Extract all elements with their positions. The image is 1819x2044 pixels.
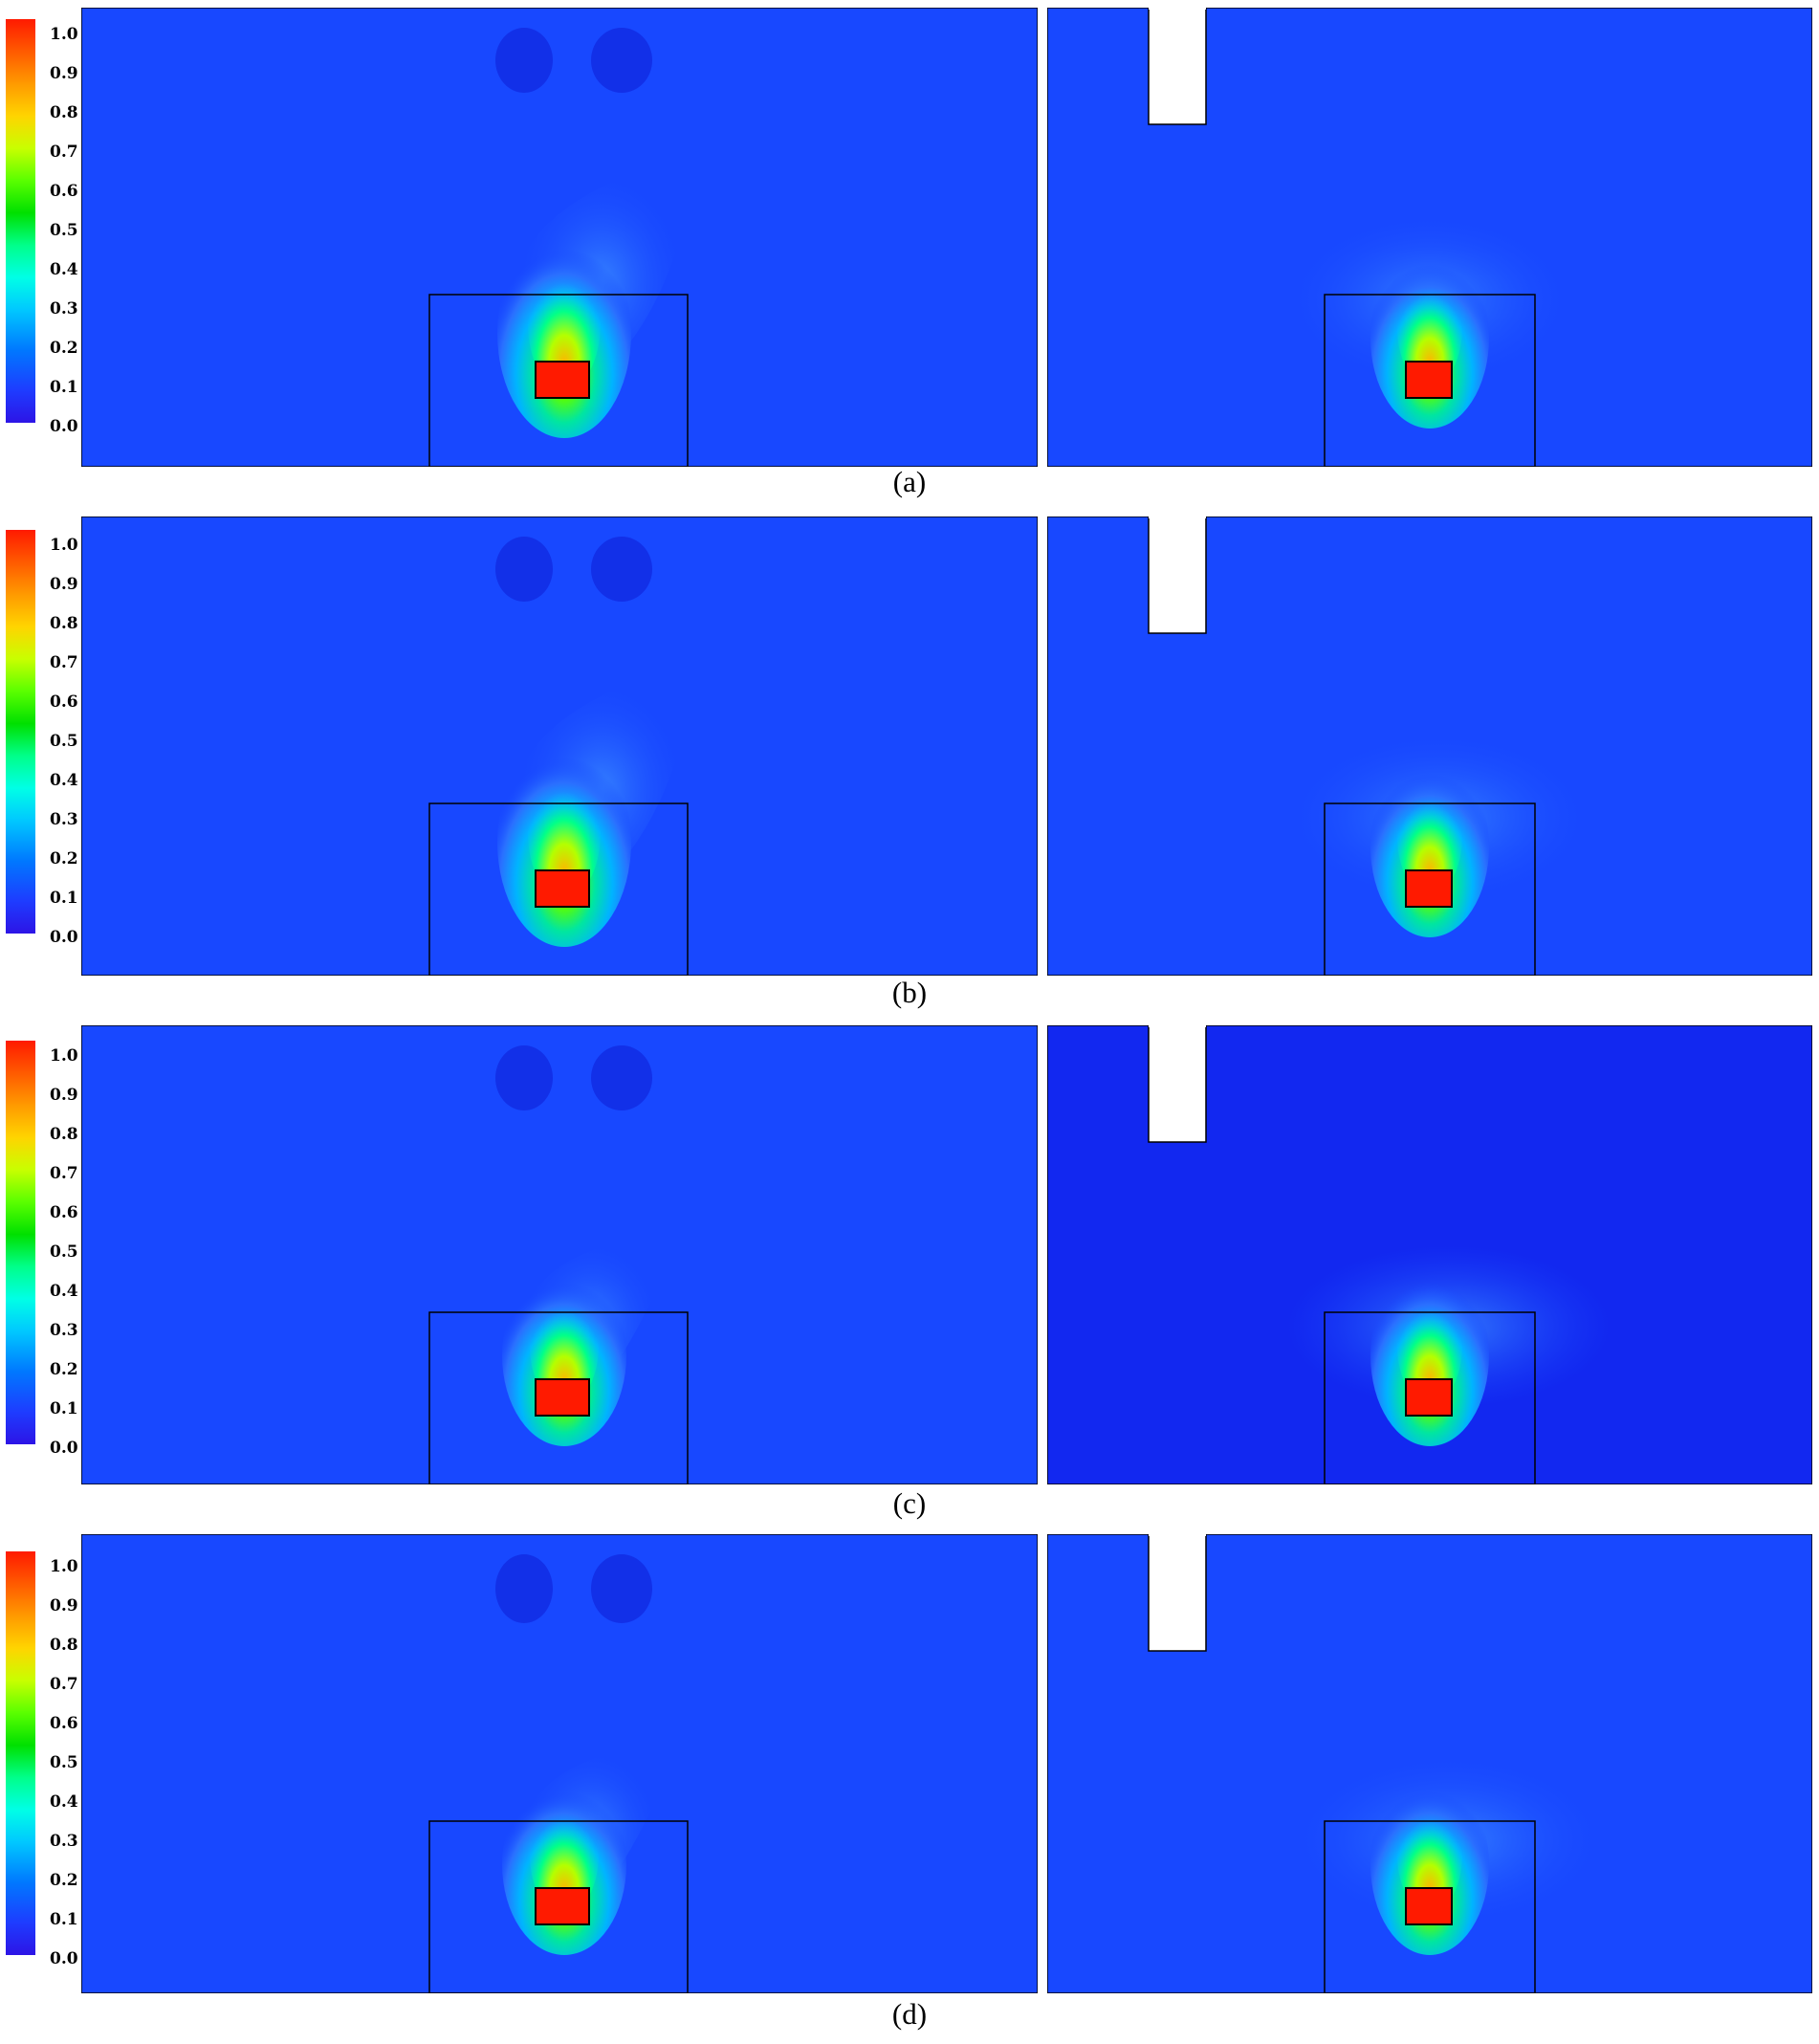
colorbar-tick: 0.4 [50, 1282, 78, 1301]
contour-panel-left [81, 8, 1038, 467]
colorbar-tick: 0.5 [50, 732, 78, 751]
enclosure-outline [1324, 294, 1536, 467]
colorbar-tick: 0.8 [50, 103, 78, 122]
panel-label: (b) [891, 976, 928, 1009]
figure-row-c: 1.0 0.9 0.8 0.7 0.6 0.5 0.4 0.3 0.2 0.1 … [0, 1022, 1819, 1532]
low-region-blob [495, 28, 553, 93]
colorbar: 1.0 0.9 0.8 0.7 0.6 0.5 0.4 0.3 0.2 0.1 … [6, 1551, 82, 1968]
colorbar-tick: 1.0 [50, 25, 78, 44]
colorbar-tick: 0.8 [50, 1636, 78, 1655]
colorbar-tick: 0.9 [50, 64, 78, 83]
low-region-blob [591, 28, 652, 93]
inlet-notch [1148, 8, 1207, 125]
colorbar: 1.0 0.9 0.8 0.7 0.6 0.5 0.4 0.3 0.2 0.1 … [6, 19, 82, 436]
colorbar-tick: 0.4 [50, 771, 78, 790]
colorbar-tick: 0.5 [50, 221, 78, 240]
colorbar-tick: 0.9 [50, 1086, 78, 1105]
colorbar-tick: 0.1 [50, 889, 78, 908]
colorbar-tick: 0.0 [50, 1949, 78, 1968]
colorbar-tick: 0.6 [50, 692, 78, 712]
panel-label: (c) [892, 1486, 927, 1520]
colorbar-tick: 0.5 [50, 1753, 78, 1772]
colorbar-tick: 0.4 [50, 260, 78, 279]
colorbar-tick: 0.5 [50, 1242, 78, 1262]
plume-core [528, 256, 601, 390]
figure-row-d: 1.0 0.9 0.8 0.7 0.6 0.5 0.4 0.3 0.2 0.1 … [0, 1532, 1819, 2043]
colorbar-tick: 0.0 [50, 417, 78, 436]
colorbar-tick: 0.7 [50, 143, 78, 162]
contour-panel-right [1047, 516, 1812, 976]
colorbar-tick: 0.7 [50, 1675, 78, 1694]
contour-panel-right [1047, 8, 1812, 467]
plume-core [1397, 271, 1462, 385]
panel-label: (d) [891, 1997, 928, 2031]
contour-panel-right [1047, 1025, 1812, 1484]
colorbar-tick: 0.3 [50, 299, 78, 319]
contour-panel-left [81, 1534, 1038, 1993]
colorbar-tick: 0.0 [50, 1439, 78, 1458]
figure-row-a: 1.0 0.9 0.8 0.7 0.6 0.5 0.4 0.3 0.2 0.1 … [0, 0, 1819, 511]
colorbar-tick: 0.4 [50, 1792, 78, 1812]
source-block [535, 361, 590, 399]
colorbar-tick: 1.0 [50, 1557, 78, 1576]
colorbar-tick: 0.3 [50, 810, 78, 829]
panel-label: (a) [892, 465, 927, 498]
contour-panel-left [81, 1025, 1038, 1484]
colorbar-gradient [6, 530, 35, 934]
colorbar-tick: 0.3 [50, 1321, 78, 1340]
colorbar-gradient [6, 1551, 35, 1955]
colorbar-tick: 1.0 [50, 1046, 78, 1066]
colorbar-tick: 0.1 [50, 1910, 78, 1929]
colorbar-tick: 0.1 [50, 1399, 78, 1418]
contour-panel-right [1047, 1534, 1812, 1993]
colorbar-tick: 0.0 [50, 928, 78, 947]
colorbar-tick: 0.7 [50, 1164, 78, 1183]
colorbar-tick: 0.2 [50, 339, 78, 358]
colorbar-tick: 0.1 [50, 378, 78, 397]
colorbar-tick: 1.0 [50, 536, 78, 555]
colorbar-tick: 0.8 [50, 1125, 78, 1144]
colorbar-tick: 0.6 [50, 1714, 78, 1733]
colorbar-tick: 0.2 [50, 1360, 78, 1379]
figure-row-b: 1.0 0.9 0.8 0.7 0.6 0.5 0.4 0.3 0.2 0.1 … [0, 511, 1819, 1022]
colorbar-gradient [6, 19, 35, 423]
colorbar: 1.0 0.9 0.8 0.7 0.6 0.5 0.4 0.3 0.2 0.1 … [6, 1041, 82, 1458]
colorbar-gradient [6, 1041, 35, 1444]
colorbar: 1.0 0.9 0.8 0.7 0.6 0.5 0.4 0.3 0.2 0.1 … [6, 530, 82, 947]
colorbar-tick: 0.9 [50, 575, 78, 594]
colorbar-tick: 0.8 [50, 614, 78, 633]
enclosure-outline [428, 294, 689, 467]
colorbar-tick: 0.2 [50, 1871, 78, 1890]
colorbar-tick: 0.6 [50, 1203, 78, 1222]
source-block [1405, 361, 1453, 399]
colorbar-tick: 0.6 [50, 182, 78, 201]
colorbar-tick: 0.3 [50, 1832, 78, 1851]
contour-panel-left [81, 516, 1038, 976]
colorbar-tick: 0.2 [50, 849, 78, 868]
colorbar-tick: 0.9 [50, 1596, 78, 1615]
colorbar-tick: 0.7 [50, 653, 78, 672]
